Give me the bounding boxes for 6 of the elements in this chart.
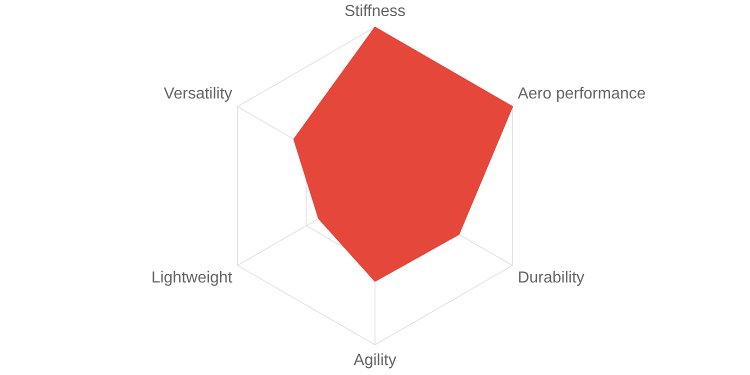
spoke-label: Stiffness bbox=[344, 3, 406, 20]
spoke-label: Versatility bbox=[164, 85, 232, 102]
spoke-label: Durability bbox=[518, 269, 584, 286]
spoke-label: Lightweight bbox=[151, 269, 233, 286]
spoke-label: Aero performance bbox=[518, 85, 646, 102]
spoke-label: Agility bbox=[354, 352, 396, 369]
